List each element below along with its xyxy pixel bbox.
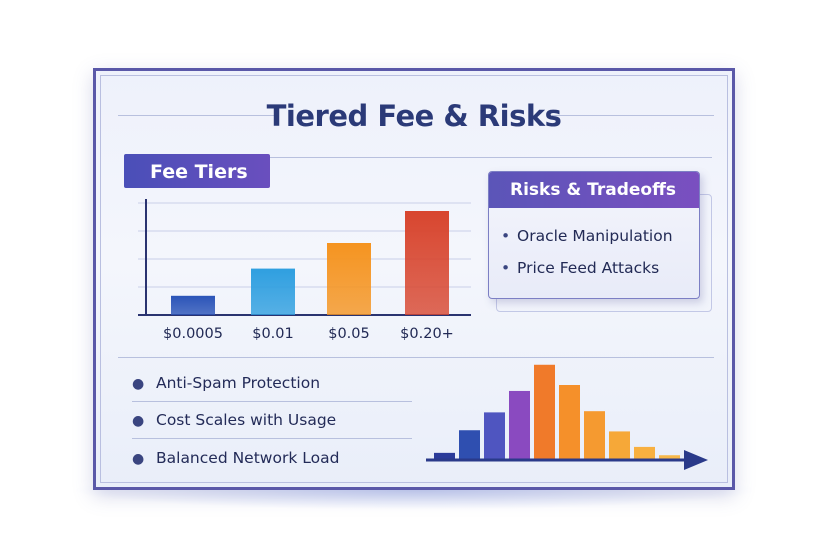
distribution-bar [534,364,555,460]
bullet-dot-icon: • [501,259,511,277]
benefit-item-label: Cost Scales with Usage [156,411,337,429]
fee-tiers-chart: $0.0005 $0.01 $0.05 $0.20+ [138,199,471,342]
distribution-bar [584,411,605,460]
benefit-item: ● Anti-Spam Protection [132,374,320,392]
bullet-dot-icon: • [501,227,511,245]
fee-tiers-header: Fee Tiers [124,154,270,188]
risk-item-label: Oracle Manipulation [517,227,673,245]
card-inner-border [100,75,728,483]
arrow-right-icon [684,450,708,470]
fee-tier-label: $0.05 [328,326,370,342]
section-rule-top [124,157,712,158]
title-rule-right [552,115,714,116]
distribution-bar [484,412,505,460]
distribution-bar [559,385,580,460]
fee-tier-label: $0.01 [252,326,294,342]
risk-item: • Oracle Manipulation [501,227,673,245]
slide-card: Tiered Fee & Risks Fee Tiers $0.0005 $0.0… [93,68,735,490]
fee-tier-bar [171,295,215,315]
fee-tier-label: $0.20+ [400,326,454,342]
distribution-bar [659,455,680,460]
bullet-dot-icon: ● [132,413,145,429]
risks-header: Risks & Tradeoffs [489,172,699,208]
benefit-item: ● Balanced Network Load [132,449,339,467]
fee-tier-label: $0.0005 [163,326,223,342]
bullet-dot-icon: ● [132,451,145,467]
benefit-divider [132,401,412,402]
benefit-divider [132,438,412,439]
benefit-item-label: Balanced Network Load [156,449,340,467]
bullet-dot-icon: ● [132,376,145,392]
distribution-bar [509,390,530,460]
benefit-item-label: Anti-Spam Protection [156,374,321,392]
page-title: Tiered Fee & Risks [266,99,562,133]
fee-tier-bar [405,211,449,315]
distribution-bar [609,431,630,460]
fee-tier-bar [327,243,371,315]
benefit-item: ● Cost Scales with Usage [132,411,336,429]
fee-tier-bar [251,268,295,315]
distribution-chart [426,364,708,470]
section-rule-middle [118,357,714,358]
distribution-bar [434,452,455,460]
distribution-bar [459,430,480,460]
risk-item: • Price Feed Attacks [501,259,659,277]
risks-box: Risks & Tradeoffs • Oracle Manipulation •… [488,171,700,299]
distribution-bar [634,446,655,460]
title-rule-left [118,115,278,116]
risk-item-label: Price Feed Attacks [517,259,660,277]
